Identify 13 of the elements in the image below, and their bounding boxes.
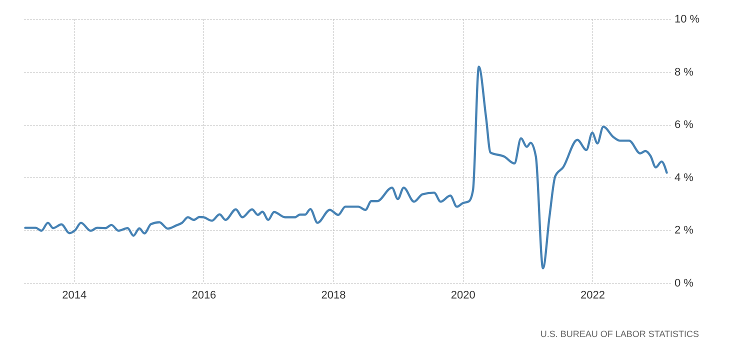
y-tick-label: 10 % [674,14,700,26]
y-tick-label: 0 % [674,278,694,290]
y-tick-label: 8 % [674,66,694,78]
y-tick-label: 2 % [674,224,694,237]
y-tick-label: 4 % [674,172,694,184]
y-tick-label: 6 % [674,119,694,132]
x-tick-label: 2022 [580,290,605,302]
x-tick-label: 2016 [192,290,216,302]
x-tick-label: 2018 [321,290,346,302]
text: U.S. BUREAU OF LABOR STATISTICS [540,329,700,339]
x-tick-label: 2020 [450,290,476,302]
x-tick-label: 2014 [62,290,87,302]
line-series [24,66,668,270]
